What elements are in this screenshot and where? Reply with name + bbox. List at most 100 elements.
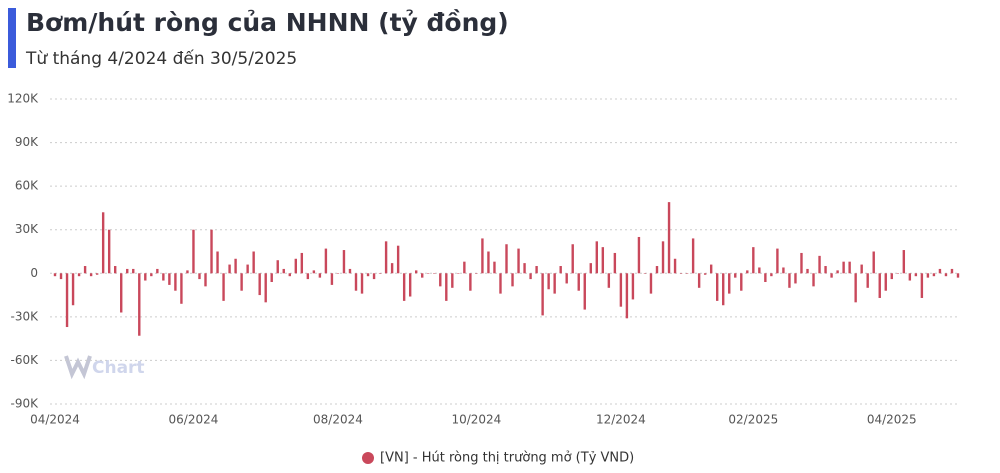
bar <box>746 270 749 274</box>
bar <box>288 273 291 277</box>
bar <box>126 268 129 274</box>
x-tick-label: 10/2024 <box>451 413 501 427</box>
bar <box>53 273 57 277</box>
bar <box>842 261 845 274</box>
bar <box>914 273 918 277</box>
bar <box>938 268 942 274</box>
bar <box>782 267 785 274</box>
bar <box>469 273 472 291</box>
bar <box>860 264 863 274</box>
bar <box>565 273 568 284</box>
bar <box>529 273 532 280</box>
bar <box>445 273 448 301</box>
bar <box>330 273 334 285</box>
bar <box>59 273 63 280</box>
bar <box>180 273 183 304</box>
x-tick-label: 06/2024 <box>169 413 219 427</box>
bar <box>114 266 117 274</box>
bar <box>541 273 544 316</box>
bar <box>535 266 538 274</box>
bar <box>282 268 285 274</box>
x-tick-label: 04/2025 <box>867 413 917 427</box>
y-tick-label: -60K <box>11 353 40 367</box>
bar <box>517 248 520 274</box>
bar <box>547 273 550 290</box>
bar <box>956 273 960 278</box>
bar <box>926 273 930 278</box>
bar <box>824 266 827 274</box>
bar <box>107 229 111 274</box>
bar <box>499 273 502 294</box>
bar <box>806 268 809 274</box>
bar <box>764 273 767 282</box>
bar <box>150 273 153 277</box>
bar <box>138 273 141 336</box>
bar <box>336 273 340 274</box>
bar <box>589 263 592 274</box>
bar <box>475 273 478 274</box>
bar <box>427 273 430 274</box>
bar <box>661 241 665 274</box>
bar <box>788 273 791 288</box>
bar <box>818 255 821 274</box>
bar <box>890 273 893 280</box>
bar <box>866 273 869 288</box>
bar <box>734 273 737 278</box>
bar <box>872 251 875 274</box>
bar <box>740 273 743 291</box>
bar <box>691 238 695 274</box>
bar <box>902 250 906 274</box>
bar <box>776 248 779 274</box>
bar <box>794 273 797 284</box>
bar <box>378 273 382 274</box>
bar <box>156 268 159 274</box>
bar <box>342 250 346 274</box>
bar <box>655 266 659 274</box>
bar <box>354 273 358 291</box>
bar <box>312 270 316 274</box>
bar <box>583 273 586 310</box>
bar <box>631 273 635 300</box>
bar <box>625 273 629 319</box>
bar <box>451 273 454 288</box>
bar <box>186 270 189 274</box>
bar <box>95 273 99 275</box>
bar <box>728 273 731 294</box>
bar <box>306 273 310 280</box>
x-tick-label: 02/2025 <box>728 413 778 427</box>
bar <box>228 264 231 274</box>
x-tick-label: 12/2024 <box>596 413 646 427</box>
bar <box>722 273 725 306</box>
y-tick-label: -90K <box>11 397 40 411</box>
bar <box>439 273 442 287</box>
bar <box>65 273 69 328</box>
x-tick-label: 08/2024 <box>313 413 363 427</box>
bar <box>300 252 304 274</box>
y-tick-label: 60K <box>15 179 39 193</box>
bar <box>770 273 773 277</box>
x-tick-label: 04/2024 <box>30 413 80 427</box>
bar <box>571 244 574 274</box>
bar <box>144 273 147 281</box>
chart-title: Bơm/hút ròng của NHNN (tỷ đồng) <box>26 8 509 37</box>
bar <box>83 266 87 274</box>
bar <box>673 258 677 274</box>
bar <box>192 229 195 274</box>
bar <box>174 273 177 291</box>
bar <box>318 273 322 278</box>
y-tick-label: -30K <box>11 309 40 323</box>
bar <box>896 273 899 274</box>
bar <box>703 273 707 275</box>
bar <box>637 236 641 274</box>
bar <box>812 273 815 287</box>
bar <box>457 273 460 274</box>
bar <box>884 273 887 291</box>
bar <box>348 268 352 274</box>
bar <box>511 273 514 287</box>
bar <box>324 248 328 274</box>
bar <box>234 258 237 274</box>
bar <box>433 273 436 274</box>
watermark: Chart <box>64 355 145 380</box>
bar <box>101 212 105 274</box>
